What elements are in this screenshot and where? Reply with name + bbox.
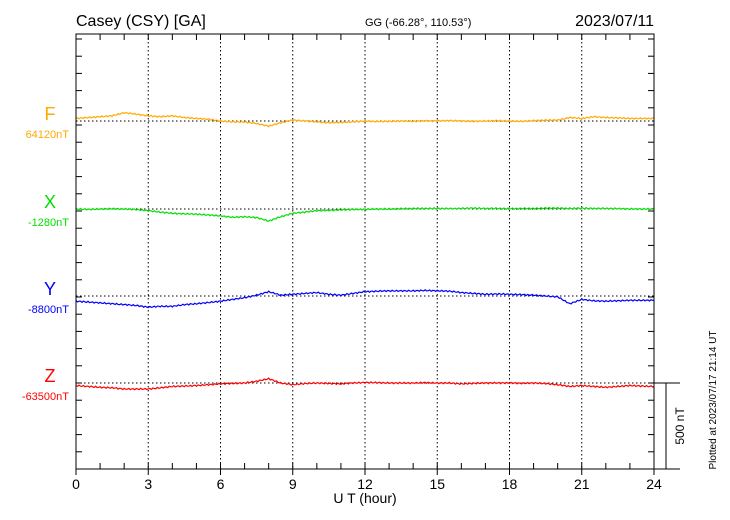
scale-bar-label: 500 nT [673, 407, 687, 445]
series-line-f [75, 111, 655, 128]
x-tick-label: 18 [502, 476, 518, 492]
series-name-f: F [45, 104, 56, 124]
plotted-note: Plotted at 2023/07/17 21:14 UT [708, 331, 719, 470]
x-tick-label: 6 [217, 476, 225, 492]
station-coordinates: GG (-66.28°, 110.53°) [365, 17, 471, 29]
x-tick-label: 24 [646, 476, 662, 492]
x-axis-label: U T (hour) [333, 490, 396, 506]
x-tick-label: 21 [574, 476, 590, 492]
series-baseline-label-x: -1280nT [28, 217, 69, 229]
series-line-x [75, 206, 655, 222]
plot-frame [75, 33, 655, 470]
series-baseline-label-f: 64120nT [26, 129, 70, 141]
x-tick-label: 9 [289, 476, 297, 492]
series-line-y [75, 289, 655, 309]
series-name-z: Z [45, 366, 56, 386]
series-baseline-label-z: -63500nT [22, 391, 69, 403]
x-tick-label: 3 [144, 476, 152, 492]
x-tick-label: 12 [357, 476, 373, 492]
series-baseline-label-y: -8800nT [28, 304, 69, 316]
series-name-x: X [44, 192, 56, 212]
chart-title: Casey (CSY) [GA] [76, 13, 206, 30]
x-tick-label: 15 [429, 476, 445, 492]
chart-date: 2023/07/11 [575, 13, 654, 30]
series-name-y: Y [44, 279, 56, 299]
series-line-z [75, 377, 655, 391]
x-tick-label: 0 [72, 476, 80, 492]
